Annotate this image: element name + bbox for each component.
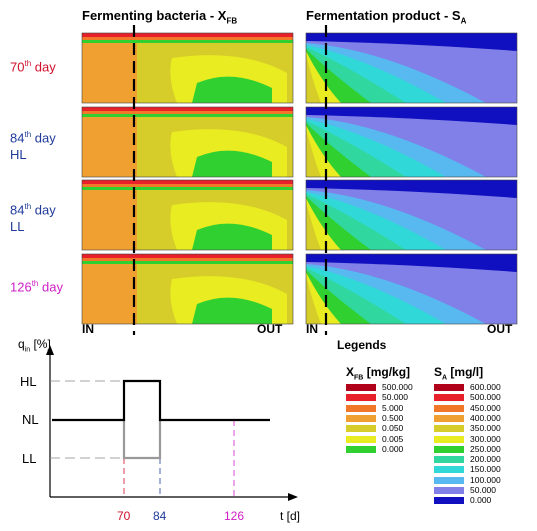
right-title-sub: A — [460, 16, 467, 26]
sa-legend-item: 400.000 — [434, 412, 537, 425]
sa-legend-value: 300.000 — [470, 433, 501, 444]
xfb-legend-swatch — [346, 425, 376, 433]
level-hl-label: HL — [20, 374, 37, 389]
sa-legend-swatch — [434, 487, 464, 494]
row-label-84-ll: 84th day LL — [10, 202, 56, 235]
sa-legend-item: 300.000 — [434, 433, 537, 446]
sa-legend-swatch — [434, 425, 464, 433]
left-column-title: Fermenting bacteria - XFB — [82, 8, 237, 26]
sa-legend-swatch — [434, 414, 464, 422]
xfb-legend-item: 0.000 — [346, 443, 496, 456]
xfb-legend-item: 5.000 — [346, 402, 496, 415]
sa-legend-swatch — [434, 466, 464, 474]
xfb-panel-70 — [81, 32, 294, 104]
xfb-legend-item: 500.000 — [346, 382, 496, 394]
sa-legend-swatch — [434, 445, 464, 453]
sa-legend-item: 350.000 — [434, 423, 537, 435]
left-out-label: OUT — [257, 322, 283, 336]
xfb-panel-84-hl — [81, 106, 294, 178]
sa-legend-swatch — [434, 456, 464, 464]
xfb-legend-value: 500.000 — [382, 382, 413, 392]
xfb-legend-swatch — [346, 384, 376, 391]
left-title-text: Fermenting bacteria - X — [82, 8, 227, 23]
sa-legend-value: 0.000 — [470, 495, 492, 506]
sa-legend: 600.000 500.000 450.000 400.000 350.000 300.0… — [434, 382, 537, 519]
row-label-70: 70th day — [10, 59, 56, 75]
legends-title: Legends — [337, 338, 387, 352]
hl-load-line — [52, 379, 270, 422]
sa-legend-item: 200.000 — [434, 454, 537, 466]
xfb-legend-value: 0.500 — [382, 412, 404, 423]
sa-legend-item: 100.000 — [434, 474, 537, 487]
sa-legend-item: 600.000 — [434, 382, 537, 394]
sa-legend-value: 350.000 — [470, 423, 501, 434]
sa-legend-swatch — [434, 497, 464, 505]
load-x-label: t [d] — [280, 509, 301, 523]
sa-legend-value: 50.000 — [470, 485, 496, 495]
right-in-label: IN — [306, 322, 318, 336]
level-ll-label: LL — [22, 451, 37, 466]
sa-legend-value: 250.000 — [470, 443, 501, 454]
xfb-panel-126 — [81, 253, 294, 325]
sa-panel-84-hl — [305, 106, 518, 178]
sa-legend-value: 400.000 — [470, 412, 501, 423]
sa-legend-value: 150.000 — [470, 464, 501, 475]
row-label-126: 126th day — [10, 279, 63, 295]
sa-legend-swatch — [434, 394, 464, 402]
xfb-legend: 500.000 50.000 5.000 0.500 0.050 0.005 0.000 — [346, 382, 441, 464]
tick-label-126: 126 — [224, 509, 245, 523]
right-column-title: Fermentation product - SA — [306, 8, 466, 26]
right-title-text: Fermentation product - S — [306, 8, 461, 23]
xfb-legend-value: 0.005 — [382, 433, 404, 444]
xfb-legend-value: 0.050 — [382, 423, 404, 434]
load-y-label: qin [%] — [18, 337, 51, 354]
sa-legend-value: 450.000 — [470, 402, 501, 413]
sa-legend-swatch — [434, 435, 464, 443]
x-arrow-icon — [288, 493, 298, 501]
left-in-label: IN — [82, 322, 94, 336]
right-out-label: OUT — [487, 322, 513, 336]
sa-legend-item: 500.000 — [434, 392, 537, 404]
sa-legend-value: 200.000 — [470, 454, 501, 465]
xfb-legend-item: 0.050 — [346, 423, 496, 435]
xfb-legend-swatch — [346, 414, 376, 422]
sa-panel-126 — [305, 253, 518, 325]
xfb-legend-value: 5.000 — [382, 402, 404, 413]
row-label-84-hl: 84th day HL — [10, 130, 56, 163]
sa-legend-swatch — [434, 404, 464, 412]
sa-legend-item: 50.000 — [434, 485, 537, 497]
xfb-legend-swatch — [346, 404, 376, 412]
sa-legend-head: SA [mg/l] — [434, 365, 484, 382]
sa-legend-item: 450.000 — [434, 402, 537, 415]
xfb-legend-swatch — [346, 435, 376, 443]
sa-legend-value: 100.000 — [470, 474, 501, 485]
level-nl-label: NL — [22, 412, 39, 427]
sa-panel-70 — [305, 32, 518, 104]
tick-label-70: 70 — [117, 509, 131, 523]
xfb-legend-swatch — [346, 394, 376, 402]
left-title-sub: FB — [226, 16, 238, 26]
xfb-legend-item: 50.000 — [346, 392, 496, 404]
sa-legend-item: 250.000 — [434, 443, 537, 456]
xfb-legend-head: XFB [mg/kg] — [346, 365, 411, 382]
xfb-legend-item: 0.005 — [346, 433, 496, 446]
load-plot — [46, 345, 298, 501]
xfb-legend-value: 0.000 — [382, 443, 404, 454]
tick-label-84: 84 — [153, 509, 167, 523]
contour-panels — [81, 25, 518, 335]
xfb-legend-swatch — [346, 445, 376, 453]
y-arrow-icon — [46, 345, 54, 355]
ll-load-line — [122, 420, 162, 460]
sa-legend-value: 500.000 — [470, 392, 501, 403]
xfb-legend-item: 0.500 — [346, 412, 496, 425]
sa-legend-swatch — [434, 384, 464, 391]
xfb-legend-value: 50.000 — [382, 392, 408, 403]
sa-legend-item: 0.000 — [434, 495, 537, 507]
sa-legend-swatch — [434, 476, 464, 484]
sa-legend-value: 600.000 — [470, 382, 501, 392]
sa-legend-item: 150.000 — [434, 464, 537, 476]
xfb-panel-84-ll — [81, 179, 294, 251]
sa-panel-84-ll — [305, 179, 518, 251]
